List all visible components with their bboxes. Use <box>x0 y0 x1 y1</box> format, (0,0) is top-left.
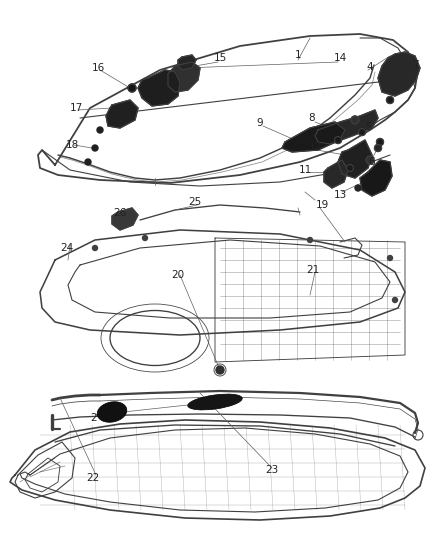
Polygon shape <box>360 160 392 196</box>
Text: 13: 13 <box>333 190 346 200</box>
Text: 24: 24 <box>60 243 74 253</box>
Text: 1: 1 <box>295 50 301 60</box>
Polygon shape <box>106 100 138 128</box>
Polygon shape <box>138 70 180 106</box>
Text: 21: 21 <box>306 265 320 275</box>
Text: 12: 12 <box>308 142 321 152</box>
Ellipse shape <box>188 394 242 410</box>
Text: 2: 2 <box>91 413 97 423</box>
Circle shape <box>386 96 393 103</box>
Text: 9: 9 <box>257 118 263 128</box>
Polygon shape <box>178 55 196 70</box>
Circle shape <box>335 136 342 143</box>
Polygon shape <box>282 122 345 152</box>
Text: 16: 16 <box>92 63 105 73</box>
Polygon shape <box>112 208 138 230</box>
Text: 7: 7 <box>412 60 418 70</box>
Text: 17: 17 <box>69 103 83 113</box>
Text: 19: 19 <box>315 200 328 210</box>
Text: 8: 8 <box>309 113 315 123</box>
Text: 11: 11 <box>298 165 311 175</box>
Polygon shape <box>324 160 348 188</box>
Text: 23: 23 <box>265 465 279 475</box>
Circle shape <box>355 185 361 191</box>
Ellipse shape <box>97 402 127 422</box>
Circle shape <box>97 127 103 133</box>
Circle shape <box>85 159 91 165</box>
Text: 22: 22 <box>86 473 99 483</box>
Polygon shape <box>378 52 420 96</box>
Text: 6: 6 <box>369 157 375 167</box>
Circle shape <box>92 145 98 151</box>
Circle shape <box>128 84 136 92</box>
Circle shape <box>374 144 381 151</box>
Circle shape <box>366 156 374 164</box>
Polygon shape <box>168 62 200 92</box>
Circle shape <box>142 236 148 240</box>
Text: 26: 26 <box>113 208 127 218</box>
Text: 18: 18 <box>65 140 79 150</box>
Text: 20: 20 <box>171 270 184 280</box>
Circle shape <box>377 139 384 146</box>
Circle shape <box>307 238 312 243</box>
Polygon shape <box>315 110 378 144</box>
Circle shape <box>92 246 98 251</box>
Text: 14: 14 <box>333 53 346 63</box>
Circle shape <box>351 116 359 124</box>
Circle shape <box>346 165 353 172</box>
Circle shape <box>388 255 392 261</box>
Circle shape <box>392 297 398 303</box>
Polygon shape <box>338 140 372 178</box>
Text: 15: 15 <box>213 53 226 63</box>
Text: 4: 4 <box>367 62 373 72</box>
Circle shape <box>358 128 365 135</box>
Text: 25: 25 <box>188 197 201 207</box>
Circle shape <box>216 366 224 374</box>
Text: 5: 5 <box>365 122 371 132</box>
